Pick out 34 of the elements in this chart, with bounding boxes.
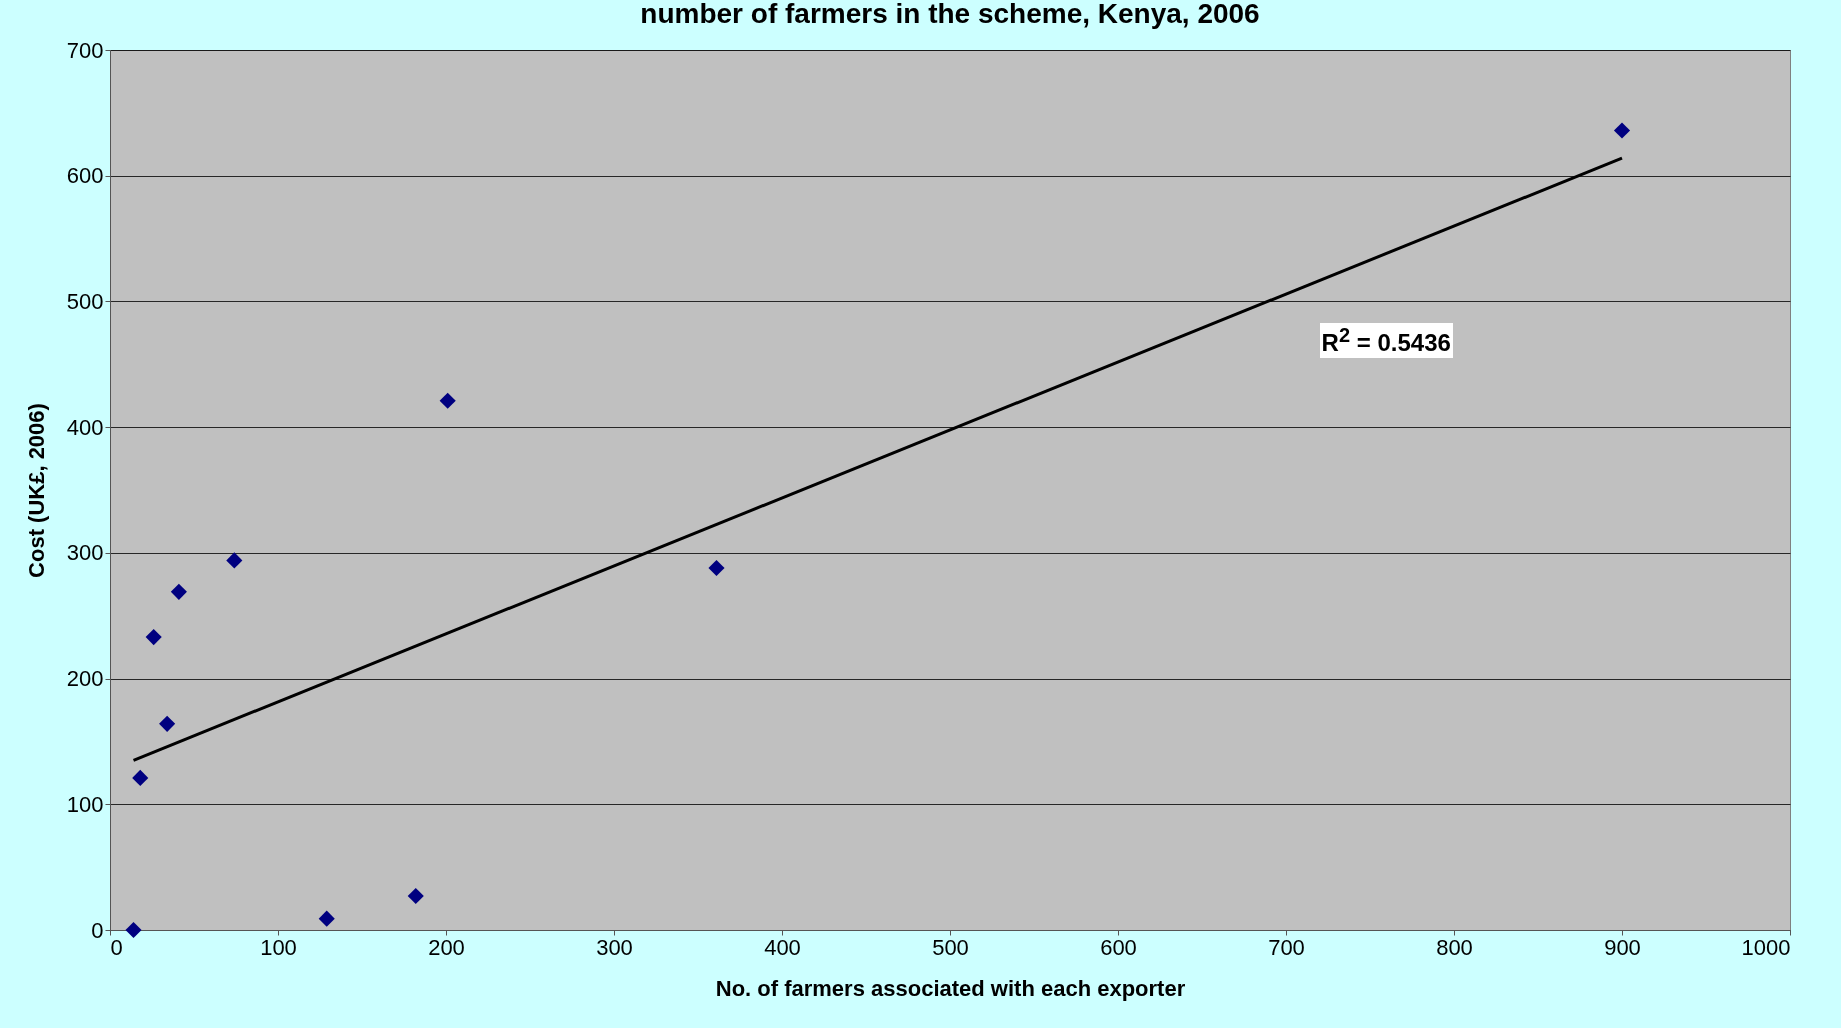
y-tick-label: 600: [66, 163, 104, 189]
point: [407, 888, 424, 905]
y-tick-label: 400: [66, 414, 104, 440]
point: [145, 629, 162, 646]
chart-title: number of farmers in the scheme, Kenya, 2006: [640, 0, 1260, 29]
x-tick-label: 800: [1436, 934, 1473, 960]
y-tick-label: 300: [66, 540, 104, 566]
y-tick-label: 0: [91, 917, 104, 943]
x-tick-label: 1000: [1741, 934, 1791, 960]
x-tick-label: 600: [1100, 934, 1137, 960]
point: [226, 552, 243, 569]
point: [708, 559, 725, 576]
point: [318, 910, 335, 927]
point: [170, 583, 187, 600]
point: [125, 921, 142, 939]
y-axis-title: Cost (UK£, 2006): [23, 403, 49, 578]
y-tick-label: 500: [66, 288, 104, 314]
x-tick-label: 0: [110, 934, 123, 960]
y-tick-label: 100: [66, 791, 104, 817]
point: [1613, 122, 1631, 139]
x-tick-label: 200: [428, 934, 465, 960]
x-tick-label: 400: [764, 934, 801, 960]
point: [132, 769, 149, 786]
x-tick-label: 700: [1268, 934, 1305, 960]
y-tick-label: 200: [66, 666, 104, 692]
x-axis-title: No. of farmers associated with each exporter: [715, 975, 1186, 1001]
x-tick-label: 300: [596, 934, 633, 960]
point: [159, 715, 176, 732]
annotation: R$^{2}$ = 0.5436: [1319, 322, 1453, 358]
point: [439, 392, 456, 409]
x-tick-label: 900: [1604, 934, 1641, 960]
x-tick-label: 100: [260, 934, 297, 960]
y-tick-label: 700: [66, 37, 104, 63]
x-tick-label: 500: [932, 934, 969, 960]
